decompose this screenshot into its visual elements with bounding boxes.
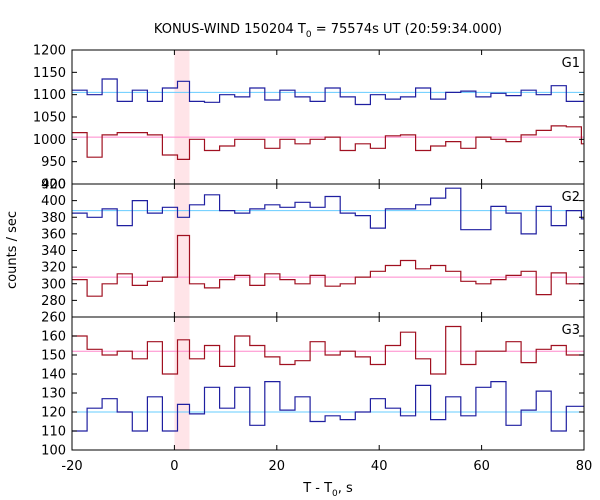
x-axis-label-suffix: , s: [338, 481, 353, 496]
x-axis-label-prefix: T - T: [302, 481, 332, 496]
panel-label-g3: G3: [562, 323, 580, 338]
y-tick-label-g2: 300: [41, 277, 66, 292]
x-tick-label: 60: [473, 459, 490, 474]
highlight-band: [174, 50, 190, 450]
y-tick-label-g3: 160: [41, 330, 66, 345]
y-tick-label-g1: 950: [41, 155, 66, 170]
x-tick-label: 0: [170, 459, 178, 474]
y-axis-label: counts / sec: [5, 211, 20, 289]
y-tick-label-g1: 1150: [33, 66, 66, 81]
panel-frame-g1: [71, 49, 585, 185]
y-tick-label-g3: 110: [41, 425, 66, 440]
chart-title-sub: 0: [306, 30, 312, 40]
panel-label-g2: G2: [562, 190, 580, 205]
x-axis-label-sub: 0: [332, 489, 338, 499]
series-g1-red: [72, 125, 584, 160]
y-tick-label-g2: 420: [41, 178, 66, 193]
y-tick-label-g3: 120: [41, 406, 66, 421]
series-g2-blue: [72, 187, 584, 235]
series-g3-blue: [72, 381, 584, 432]
y-tick-label-g2: 320: [41, 261, 66, 276]
y-tick-label-g2: 380: [41, 211, 66, 226]
y-tick-label-g1: 1050: [33, 111, 66, 126]
y-tick-label-g3: 150: [41, 349, 66, 364]
panel-label-g1: G1: [562, 56, 580, 71]
y-tick-label-g1: 1000: [33, 133, 66, 148]
x-tick-label: 80: [576, 459, 593, 474]
x-tick-label: 20: [269, 459, 286, 474]
x-tick-label: -20: [61, 459, 82, 474]
y-tick-label-g1: 1200: [33, 44, 66, 59]
chart-title-prefix: KONUS-WIND 150204 T: [154, 22, 306, 37]
panel-frame-g3: [71, 316, 585, 451]
y-tick-label-g2: 260: [41, 311, 66, 326]
y-tick-label-g1: 900: [41, 178, 66, 193]
x-axis-label: T - T0, s: [302, 481, 353, 499]
series-g2-red: [72, 234, 584, 297]
y-tick-label-g1: 1100: [33, 88, 66, 103]
y-tick-label-g2: 340: [41, 244, 66, 259]
panel-frame-g2: [71, 183, 585, 318]
chart-title-suffix: = 75574s UT (20:59:34.000): [312, 22, 502, 37]
y-tick-label-g3: 100: [41, 444, 66, 459]
plot-area: 90095010001050110011501200G1260280300320…: [33, 44, 592, 475]
series-g1-blue: [72, 78, 584, 106]
chart-title: KONUS-WIND 150204 T0 = 75574s UT (20:59:…: [154, 22, 502, 40]
y-tick-label-g2: 280: [41, 294, 66, 309]
y-tick-label-g2: 360: [41, 227, 66, 242]
y-tick-label-g2: 400: [41, 194, 66, 209]
series-g3-red: [72, 325, 584, 375]
y-tick-label-g3: 130: [41, 387, 66, 402]
x-tick-label: 40: [371, 459, 388, 474]
y-tick-label-g3: 140: [41, 368, 66, 383]
